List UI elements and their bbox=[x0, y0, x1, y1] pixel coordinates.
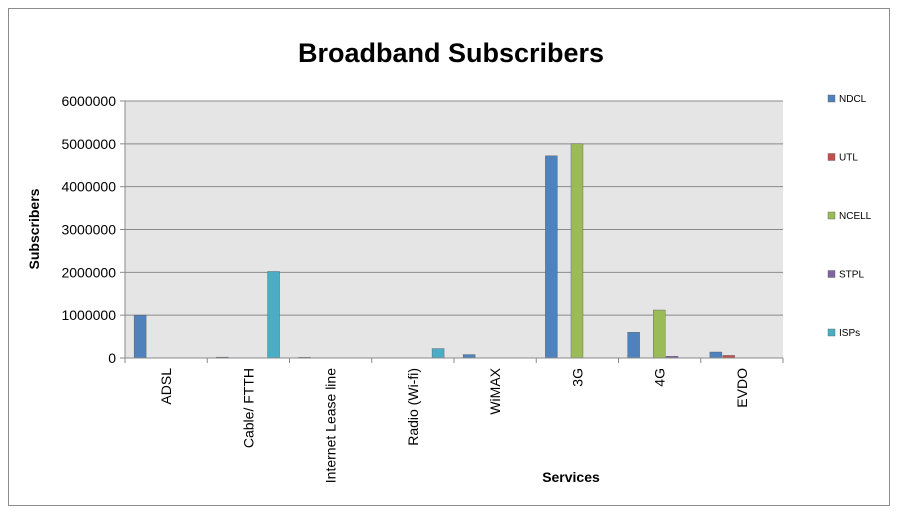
legend-label-ndcl: NDCL bbox=[839, 94, 867, 105]
x-tick-label: Cable/ FTTH bbox=[240, 368, 256, 448]
bar-ndcl-0 bbox=[133, 314, 147, 359]
x-axis-title: Services bbox=[542, 469, 600, 485]
y-tick-label: 4000000 bbox=[61, 179, 116, 195]
x-tick-label: Radio (Wi-fi) bbox=[405, 368, 421, 446]
gridlines bbox=[125, 100, 783, 359]
bar-isps-1 bbox=[267, 271, 280, 359]
y-tick-label: 2000000 bbox=[61, 264, 116, 280]
legend: NDCL UTL NCELL STPL ISPs bbox=[827, 94, 872, 339]
bar-ndcl-6 bbox=[627, 332, 640, 359]
chart-title: Broadband Subscribers bbox=[298, 38, 604, 68]
x-tick-label: EVDO bbox=[734, 368, 750, 408]
x-tick-labels: ADSL Cable/ FTTH Internet Lease line Radio … bbox=[158, 367, 750, 483]
legend-swatch-ncell bbox=[827, 211, 836, 220]
bar-ndcl-5 bbox=[545, 155, 558, 359]
legend-label-ncell: NCELL bbox=[839, 211, 872, 222]
x-tick-label: 4G bbox=[652, 368, 668, 387]
y-tick-label: 3000000 bbox=[61, 222, 116, 238]
y-tick-labels: 0 1000000 2000000 3000000 4000000 5000000 6000… bbox=[61, 93, 116, 366]
bar-isps-3 bbox=[431, 348, 445, 359]
legend-swatch-stpl bbox=[827, 270, 836, 278]
y-axis-title: Subscribers bbox=[26, 188, 42, 269]
x-tick-label: WiMAX bbox=[487, 367, 503, 414]
x-tick-label: ADSL bbox=[158, 368, 174, 405]
axes bbox=[120, 100, 784, 363]
legend-swatch-isps bbox=[827, 328, 836, 337]
y-tick-label: 1000000 bbox=[61, 307, 116, 323]
x-tick-label: Internet Lease line bbox=[323, 368, 339, 483]
legend-label-utl: UTL bbox=[839, 153, 858, 164]
x-tick-label: 3G bbox=[569, 368, 585, 387]
legend-swatch-utl bbox=[827, 153, 836, 161]
bar-ncell-5 bbox=[570, 143, 584, 359]
bar-ndcl-7 bbox=[709, 351, 723, 359]
bar-ncell-6 bbox=[653, 309, 666, 359]
legend-label-isps: ISPs bbox=[839, 328, 860, 339]
y-tick-label: 6000000 bbox=[61, 93, 116, 109]
y-tick-label: 5000000 bbox=[61, 136, 116, 152]
bar-ndcl-4 bbox=[462, 354, 476, 359]
y-tick-label: 0 bbox=[108, 350, 116, 366]
legend-swatch-ndcl bbox=[827, 94, 836, 103]
bars bbox=[133, 143, 735, 359]
legend-label-stpl: STPL bbox=[839, 270, 864, 281]
